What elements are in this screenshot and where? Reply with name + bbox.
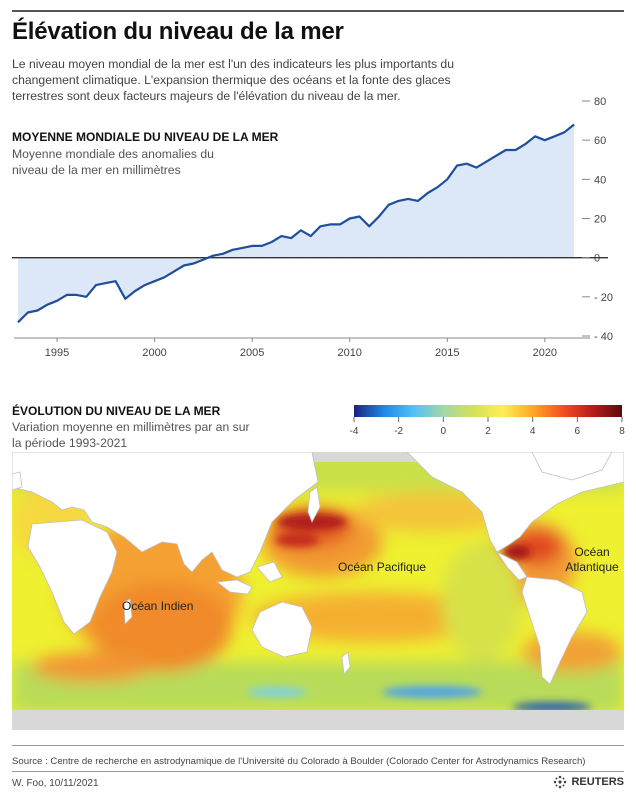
y-tick-label: 40 bbox=[594, 174, 606, 186]
reuters-dots-icon bbox=[554, 775, 567, 789]
chart-series-line bbox=[17, 123, 575, 324]
y-tick-label: 60 bbox=[594, 135, 606, 147]
reuters-wordmark: REUTERS bbox=[571, 776, 624, 788]
ocean-label-atlantic-line1: Océan bbox=[574, 545, 610, 559]
ocean-hotspots bbox=[247, 486, 592, 712]
colorbar-gradient bbox=[354, 405, 622, 417]
ocean-label-atlantic: Océan Atlantique bbox=[562, 545, 622, 575]
ocean-label-pacific: Océan Pacifique bbox=[338, 560, 427, 574]
africa-landmass bbox=[27, 519, 118, 635]
south-america-landmass bbox=[521, 576, 588, 685]
credit: W. Foo, 10/11/2021 bbox=[12, 778, 99, 789]
colorbar-tick-label: -2 bbox=[394, 426, 403, 437]
southeast-asia-islands bbox=[215, 561, 283, 595]
greenland-landmass bbox=[531, 452, 613, 481]
colorbar-tick-label: 4 bbox=[530, 426, 536, 437]
colorbar-tick-label: 8 bbox=[619, 426, 625, 437]
japan-landmass bbox=[307, 486, 321, 523]
arctic-band bbox=[12, 452, 624, 462]
y-tick-label: 0 bbox=[594, 253, 600, 265]
map-section-title: ÉVOLUTION DU NIVEAU DE LA MER bbox=[12, 404, 221, 418]
uk-landmass bbox=[12, 471, 23, 491]
page-title: Élévation du niveau de la mer bbox=[12, 18, 344, 45]
colorbar-tick-label: 0 bbox=[441, 426, 447, 437]
x-tick-label: 2000 bbox=[142, 347, 166, 359]
ocean-label-indian: Océan Indien bbox=[122, 599, 194, 613]
x-tick-label: 2015 bbox=[435, 347, 459, 359]
y-tick-label: - 20 bbox=[594, 292, 613, 304]
australia-landmass bbox=[251, 601, 313, 658]
madagascar-landmass bbox=[123, 598, 133, 625]
credit-rule bbox=[12, 771, 624, 772]
colorbar-tick-label: 6 bbox=[575, 426, 581, 437]
y-tick-label: 80 bbox=[594, 96, 606, 108]
x-tick-label: 2020 bbox=[533, 347, 557, 359]
antarctica bbox=[12, 710, 624, 730]
colorbar: -4 -2 0 2 4 6 8 bbox=[350, 405, 625, 437]
sea-level-chart: - 40 - 20 0 20 40 60 80 1995 2000 2005 2010 2015 202… bbox=[12, 96, 613, 359]
colorbar-tick-label: 2 bbox=[485, 426, 491, 437]
top-rule bbox=[12, 10, 624, 12]
footer-rule bbox=[12, 745, 624, 746]
intro-text: Le niveau moyen mondial de la mer est l'… bbox=[12, 57, 454, 103]
map-canvas bbox=[12, 452, 624, 730]
colorbar-tick-label: -4 bbox=[350, 426, 359, 437]
x-tick-label: 2005 bbox=[240, 347, 264, 359]
source-note: Source : Centre de recherche en astrodyn… bbox=[12, 756, 586, 767]
chart-section-subtitle: Moyenne mondiale des anomalies du niveau… bbox=[12, 147, 214, 177]
central-america bbox=[495, 550, 528, 581]
new-zealand-landmass bbox=[341, 651, 351, 675]
eurasia-landmass bbox=[12, 452, 319, 578]
land-masses bbox=[12, 452, 624, 685]
ocean-label-atlantic-line2: Atlantique bbox=[565, 560, 619, 574]
chart-section-title: MOYENNE MONDIALE DU NIVEAU DE LA MER bbox=[12, 130, 279, 144]
sea-level-map: Océan Indien Océan Pacifique Océan Atlan… bbox=[12, 452, 624, 730]
reuters-logo: REUTERS bbox=[553, 775, 624, 789]
x-tick-label: 2010 bbox=[337, 347, 361, 359]
x-tick-label: 1995 bbox=[45, 347, 69, 359]
chart-area-fill bbox=[18, 124, 575, 323]
y-tick-label: 20 bbox=[594, 214, 606, 226]
map-section-subtitle: Variation moyenne en millimètres par an … bbox=[12, 420, 250, 450]
y-tick-label: - 40 bbox=[594, 331, 613, 343]
